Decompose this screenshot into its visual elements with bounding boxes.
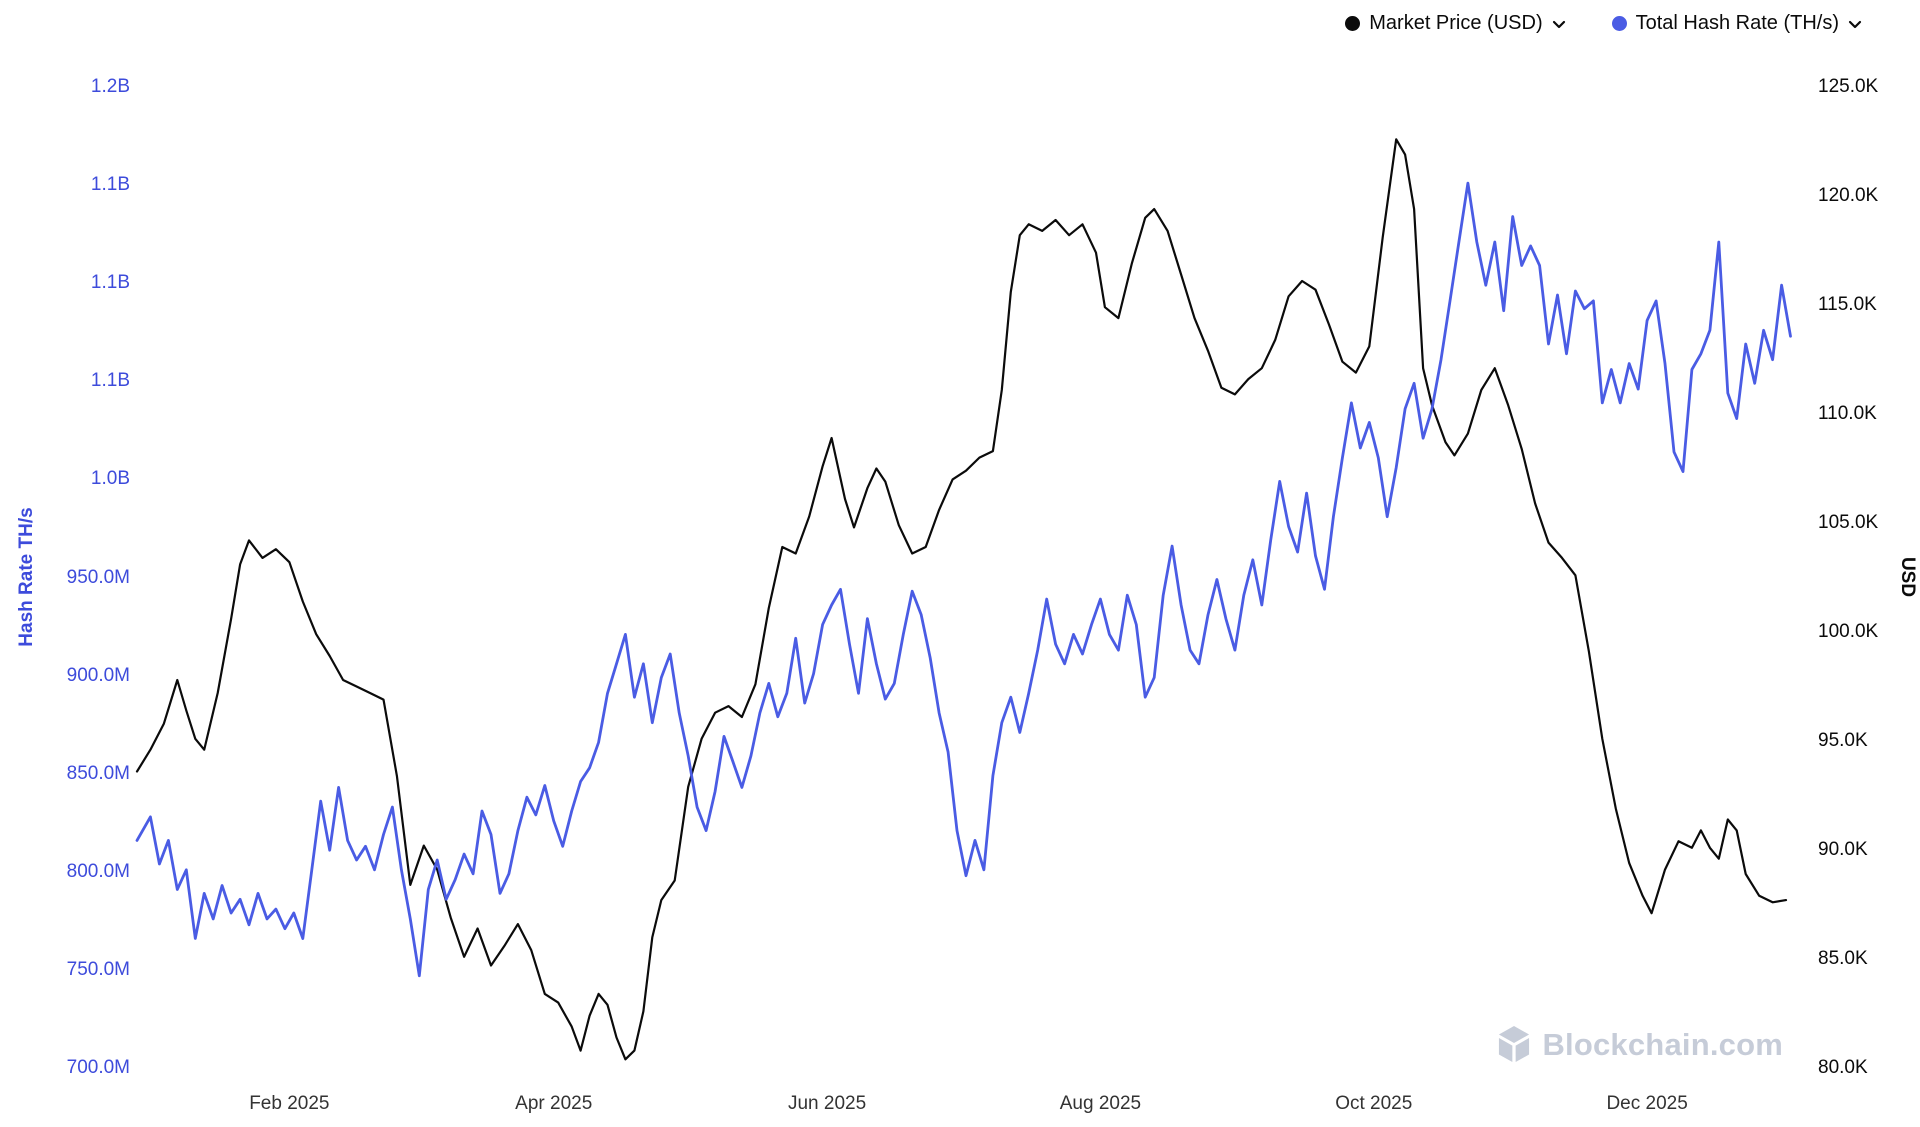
legend-item-hash-rate[interactable]: Total Hash Rate (TH/s) — [1611, 12, 1864, 35]
right-tick-label: 125.0K — [1818, 76, 1879, 97]
x-tick-label: Jun 2025 — [787, 1093, 867, 1114]
legend-item-label: Total Hash Rate (TH/s) — [1635, 12, 1839, 34]
legend-item-label: Market Price (USD) — [1369, 12, 1543, 34]
market-price-dot-icon — [1345, 16, 1361, 31]
x-tick-label: Aug 2025 — [1059, 1093, 1142, 1114]
x-tick-label: Dec 2025 — [1606, 1093, 1688, 1114]
right-tick-label: 80.0K — [1818, 1057, 1868, 1078]
right-tick-label: 110.0K — [1818, 403, 1877, 424]
left-tick-label: 950.0M — [66, 566, 130, 588]
x-tick-label: Apr 2025 — [515, 1093, 593, 1114]
right-tick-label: 95.0K — [1818, 730, 1868, 751]
left-tick-label: 1.2B — [90, 76, 130, 97]
left-tick-label: 700.0M — [66, 1057, 130, 1078]
left-tick-label: 1.1B — [90, 370, 130, 392]
blockchain-watermark: Blockchain.com — [1497, 1026, 1783, 1063]
hash-rate-dot-icon — [1611, 16, 1627, 31]
left-tick-label: 1.1B — [90, 272, 130, 294]
legend-item-market-price[interactable]: Market Price (USD) — [1345, 12, 1567, 35]
left-tick-label: 900.0M — [66, 664, 130, 686]
right-tick-label: 90.0K — [1818, 839, 1868, 860]
market-price-line — [135, 138, 1788, 1061]
chevron-down-icon[interactable] — [1550, 15, 1568, 33]
chevron-down-icon[interactable] — [1846, 15, 1864, 33]
left-tick-label: 800.0M — [66, 860, 130, 882]
watermark-text: Blockchain.com — [1542, 1026, 1783, 1062]
x-tick-label: Feb 2025 — [249, 1093, 330, 1114]
left-tick-label: 1.0B — [90, 468, 130, 490]
hash-rate-line — [135, 181, 1792, 978]
chart-legend: Market Price (USD) Total Hash Rate (TH/s… — [1345, 12, 1864, 35]
right-tick-label: 120.0K — [1818, 185, 1879, 206]
blockchain-logo-icon — [1499, 1026, 1530, 1063]
right-tick-label: 115.0K — [1818, 294, 1877, 315]
right-axis-title: USD — [1897, 556, 1918, 598]
right-tick-label: 105.0K — [1818, 512, 1879, 533]
left-tick-label: 1.1B — [90, 174, 130, 196]
x-tick-label: Oct 2025 — [1335, 1093, 1413, 1114]
left-tick-label: 750.0M — [66, 958, 130, 980]
right-tick-label: 100.0K — [1818, 621, 1879, 642]
right-tick-label: 85.0K — [1818, 948, 1868, 969]
left-tick-label: 850.0M — [66, 762, 130, 784]
chart-plot-area[interactable] — [135, 87, 1795, 1068]
chart-canvas — [135, 138, 1792, 1061]
